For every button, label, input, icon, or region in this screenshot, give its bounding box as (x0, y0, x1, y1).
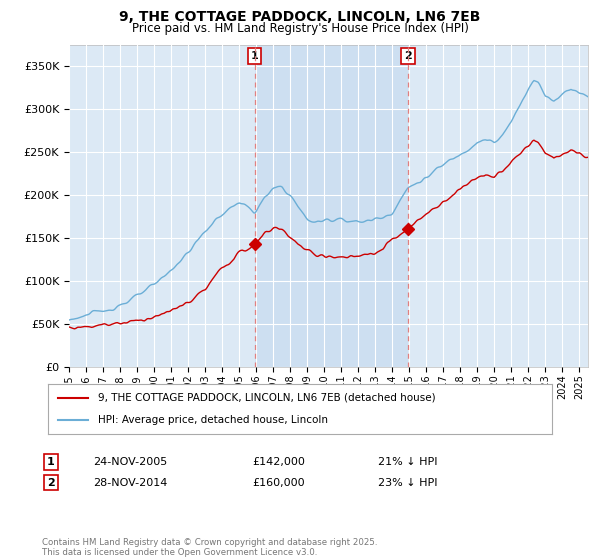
Text: £160,000: £160,000 (252, 478, 305, 488)
Text: 1: 1 (251, 51, 259, 61)
Text: £142,000: £142,000 (252, 457, 305, 467)
Bar (255, 45, 408, 367)
Text: HPI: Average price, detached house, Lincoln: HPI: Average price, detached house, Linc… (98, 415, 328, 425)
Text: 28-NOV-2014: 28-NOV-2014 (93, 478, 167, 488)
Text: Price paid vs. HM Land Registry's House Price Index (HPI): Price paid vs. HM Land Registry's House … (131, 22, 469, 35)
Text: 9, THE COTTAGE PADDOCK, LINCOLN, LN6 7EB (detached house): 9, THE COTTAGE PADDOCK, LINCOLN, LN6 7EB… (98, 393, 436, 403)
Text: 21% ↓ HPI: 21% ↓ HPI (378, 457, 437, 467)
Text: 24-NOV-2005: 24-NOV-2005 (93, 457, 167, 467)
Text: 9, THE COTTAGE PADDOCK, LINCOLN, LN6 7EB: 9, THE COTTAGE PADDOCK, LINCOLN, LN6 7EB (119, 10, 481, 24)
Text: 2: 2 (47, 478, 55, 488)
Text: 1: 1 (47, 457, 55, 467)
Text: 2: 2 (404, 51, 412, 61)
Text: 23% ↓ HPI: 23% ↓ HPI (378, 478, 437, 488)
Text: Contains HM Land Registry data © Crown copyright and database right 2025.
This d: Contains HM Land Registry data © Crown c… (42, 538, 377, 557)
